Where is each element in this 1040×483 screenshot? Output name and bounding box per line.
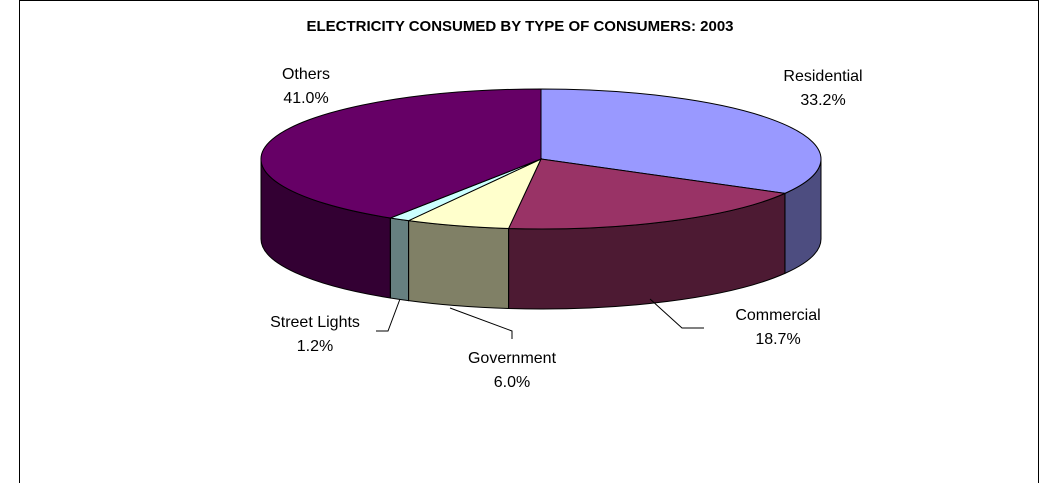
slice-side-street-lights bbox=[389, 217, 410, 302]
slice-percent-street-lights: 1.2% bbox=[297, 338, 333, 355]
slice-labels: Residential 33.2% Commercial 18.7% Governmen… bbox=[270, 66, 862, 391]
leader-line-street-lights bbox=[376, 298, 401, 332]
slice-percent-others: 41.0% bbox=[283, 90, 328, 107]
slice-name-commercial: Commercial bbox=[735, 307, 820, 324]
chart-title: ELECTRICITY CONSUMED BY TYPE OF CONSUMER… bbox=[306, 18, 734, 35]
pie-tops bbox=[260, 88, 822, 230]
slice-percent-residential: 33.2% bbox=[800, 92, 845, 109]
slice-others bbox=[260, 88, 542, 219]
slice-name-street-lights: Street Lights bbox=[270, 314, 360, 331]
slice-percent-government: 6.0% bbox=[494, 374, 530, 391]
slice-percent-commercial: 18.7% bbox=[755, 331, 800, 348]
slice-side-government bbox=[408, 220, 510, 310]
slice-name-government: Government bbox=[468, 350, 557, 367]
slice-residential bbox=[540, 88, 822, 194]
slice-commercial bbox=[507, 158, 787, 230]
pie-edges bbox=[389, 193, 786, 309]
leader-line-government bbox=[449, 307, 513, 339]
leader-line-commercial bbox=[649, 298, 704, 329]
slice-name-others: Others bbox=[282, 66, 330, 83]
slice-name-residential: Residential bbox=[783, 68, 862, 85]
